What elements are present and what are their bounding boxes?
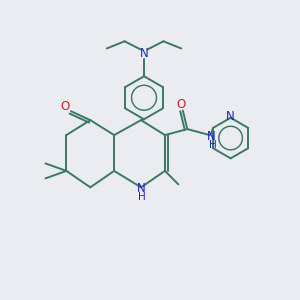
Text: O: O bbox=[61, 100, 70, 113]
Text: N: N bbox=[137, 182, 146, 195]
Text: H: H bbox=[138, 192, 146, 202]
Text: N: N bbox=[207, 130, 216, 143]
Text: O: O bbox=[177, 98, 186, 111]
Text: N: N bbox=[140, 47, 148, 60]
Text: N: N bbox=[226, 110, 235, 123]
Text: H: H bbox=[209, 140, 217, 150]
